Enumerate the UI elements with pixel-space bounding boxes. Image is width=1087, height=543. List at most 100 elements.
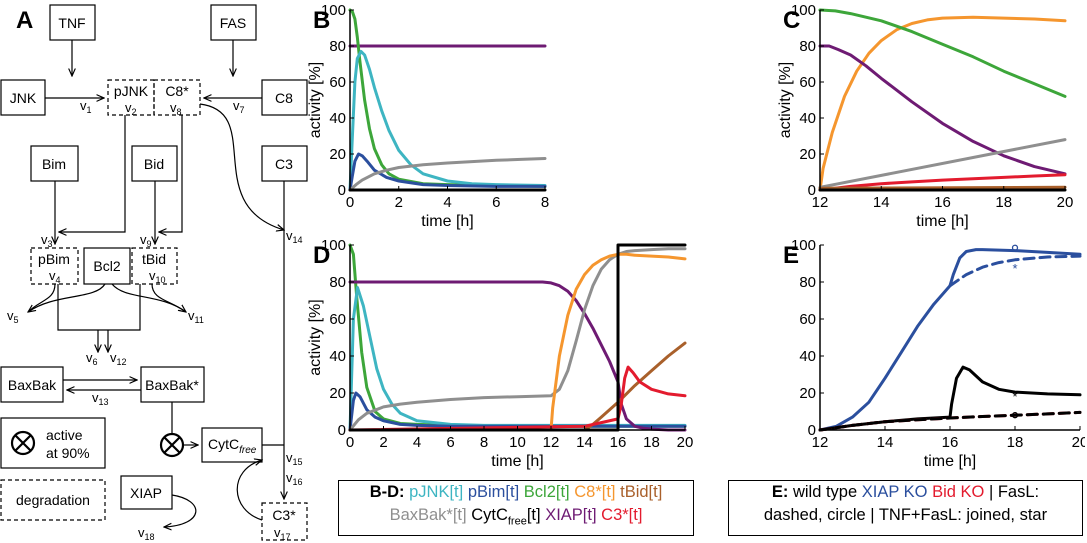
x-tick-e-16: 16 (942, 434, 959, 451)
plot-area-d (348, 243, 687, 432)
node-baxbaks: BaxBak* (145, 377, 199, 393)
x-tick-d-8: 8 (480, 434, 488, 451)
arrow-v11 (111, 283, 186, 312)
node-baxbak-box (0, 366, 64, 403)
x-tick-e-14: 14 (877, 434, 894, 451)
rate-v14: v14 (286, 228, 303, 245)
x-tick-e-20: 20 (1072, 434, 1085, 451)
y-tick-d-80: 80 (329, 274, 346, 291)
legend-e-xiap-ko: XIAP KO (861, 483, 928, 501)
arrow-pjnk-bim (59, 115, 126, 232)
node-tbid-box (131, 247, 178, 285)
y-tick-b-20: 20 (329, 146, 346, 163)
series-baxbak-solid-d (348, 247, 687, 432)
y-tick-e-20: 20 (799, 385, 816, 402)
active-90-symbol (159, 432, 185, 458)
node-bcl2-box (83, 247, 131, 285)
y-tick-c-40: 40 (799, 110, 816, 127)
panel-c-chart: C 12 14 16 18 20 0 20 40 60 80 100 time [h] activity … (777, 2, 1073, 230)
rate-v8: v8 (170, 100, 182, 117)
node-tnf: TNF (58, 15, 85, 31)
node-pbim: pBim (38, 251, 70, 267)
line-pbim-v5 (27, 283, 56, 313)
y-tick-b-60: 60 (329, 74, 346, 91)
panel-label-d: D (313, 242, 330, 269)
node-tbid: tBid (142, 251, 166, 267)
y-tick-b-40: 40 (329, 110, 346, 127)
arrow-v18 (164, 494, 197, 527)
arrow-c8-bid (159, 115, 183, 232)
y-tick-d-0: 0 (338, 422, 346, 439)
legend-item-c3: C3*[t] (601, 506, 643, 524)
rate-v10: v10 (149, 268, 166, 285)
key-active-symbol (10, 430, 36, 456)
rate-v12: v12 (110, 350, 127, 367)
x-tick-b-0: 0 (346, 194, 354, 211)
line-tbid-v11 (151, 283, 187, 313)
x-tick-d-20: 20 (677, 434, 694, 451)
plot-area-e: ** (818, 244, 1082, 432)
y-tick-d-60: 60 (329, 311, 346, 328)
legend-e-fasl: | FasL: (988, 483, 1040, 501)
y-tick-e-80: 80 (799, 274, 816, 291)
x-tick-e-12: 12 (812, 434, 829, 451)
rate-v13: v13 (92, 390, 109, 407)
marker-wt-star-e: * (1012, 389, 1017, 404)
series-pjnk-solid-d (348, 286, 687, 432)
legend-e-line2: dashed, circle | TNF+FasL: joined, star (763, 506, 1048, 524)
y-tick-c-0: 0 (808, 182, 816, 199)
node-c3: C3 (275, 156, 293, 172)
series-pbim-solid-b (348, 152, 547, 192)
network-diagram: A (0, 4, 308, 542)
y-tick-c-20: 20 (799, 146, 816, 163)
marker-xiap-circle-e (1011, 244, 1019, 251)
legend-e-prefix: E: (771, 483, 789, 501)
legend-item-tbid: tBid[t] (620, 483, 663, 501)
x-tick-b-6: 6 (492, 194, 500, 211)
legend-item-pbim: pBim[t] (467, 483, 520, 501)
legend-item-c8: C8*[t] (574, 483, 616, 501)
x-tick-d-10: 10 (509, 434, 526, 451)
rate-v11: v11 (188, 308, 204, 325)
x-tick-d-16: 16 (610, 434, 627, 451)
y-axis-label-c: activity [%] (777, 62, 794, 138)
node-c3s: C3* (272, 507, 296, 523)
y-tick-c-80: 80 (799, 38, 816, 55)
series-wt-solid-e (818, 365, 1082, 432)
key-active-line2: at 90% (46, 445, 90, 461)
rate-v9: v9 (140, 232, 152, 249)
legend-bd: B-D: pJNK[t] pBim[t] Bcl2[t] C8*[t] tBid… (338, 480, 694, 536)
rate-v3: v3 (41, 232, 53, 249)
x-tick-d-0: 0 (346, 434, 354, 451)
series-xiap-solid-c (818, 44, 1067, 176)
y-tick-e-60: 60 (799, 311, 816, 328)
series-baxbak-solid-b (348, 157, 547, 192)
panel-label-e: E (783, 242, 799, 269)
series-pjnk-solid-b (348, 49, 547, 192)
legend-item-xiap: XIAP[t] (545, 506, 597, 524)
node-c8s-box (153, 79, 201, 116)
plot-area-c (818, 8, 1067, 192)
key-active-box (0, 417, 106, 469)
series-c8-solid-d (348, 252, 687, 432)
legend-bd-prefix: B-D: (369, 483, 405, 501)
series-cytc-solid-d (348, 243, 687, 432)
plot-area-b (348, 8, 547, 192)
axes-e (819, 245, 1080, 431)
rate-v16: v16 (286, 470, 303, 487)
y-tick-c-100: 100 (791, 2, 816, 19)
rate-v17: v17 (274, 525, 291, 542)
x-tick-d-12: 12 (543, 434, 560, 451)
node-bid: Bid (144, 156, 164, 172)
x-tick-e-18: 18 (1007, 434, 1024, 451)
legend-item-cytc: CytCfree[t] (471, 506, 541, 528)
node-baxbak: BaxBak (8, 377, 57, 393)
x-tick-c-18: 18 (995, 194, 1012, 211)
x-tick-d-4: 4 (413, 434, 421, 451)
y-tick-c-60: 60 (799, 74, 816, 91)
legend-e-bid-ko: Bid KO (932, 483, 985, 501)
y-tick-b-100: 100 (321, 2, 346, 19)
series-c8-solid-c (818, 15, 1067, 192)
x-axis-label-e: time [h] (924, 453, 976, 470)
